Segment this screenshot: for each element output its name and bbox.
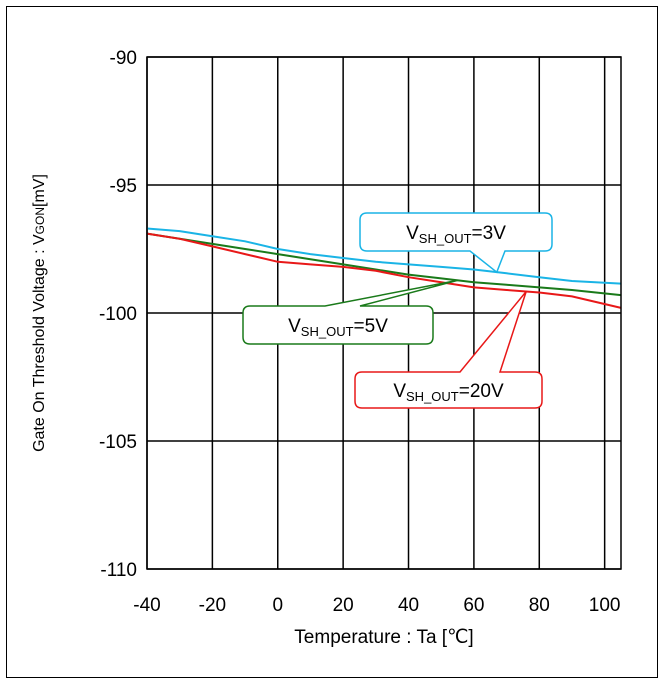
x-tick-label: 40 (398, 595, 419, 616)
series-label-sub: SH_OUT (301, 324, 354, 339)
x-tick-label: -20 (199, 595, 226, 616)
series-label-rest: =3V (472, 223, 507, 244)
y-tick-labels: -90 -95 -100 -105 -110 (99, 48, 137, 581)
y-axis-label-main: Gate On Threshold Voltage : V (31, 234, 48, 452)
x-tick-label: 100 (589, 595, 621, 616)
x-tick-label: 80 (529, 595, 550, 616)
series-label-v: V (393, 381, 406, 402)
series-label-0: VSH_OUT=3V (406, 223, 506, 246)
y-tick-label: -105 (99, 432, 137, 453)
series-label-2: VSH_OUT=20V (393, 381, 504, 404)
y-tick-label: -110 (100, 560, 137, 581)
y-axis-label-unit: [mV] (31, 174, 48, 207)
series-line-1 (146, 232, 622, 297)
y-tick-label: -90 (110, 48, 137, 69)
x-tick-label: 0 (272, 595, 283, 616)
callout-box-0 (359, 212, 553, 274)
x-axis-label: Temperature : Ta [℃] (294, 627, 473, 648)
y-tick-label: -95 (110, 176, 137, 197)
series-line-2 (146, 232, 622, 309)
series-label-v: V (406, 223, 419, 244)
callout-box-2 (354, 291, 543, 409)
series-group (146, 227, 622, 309)
x-tick-label: -40 (133, 595, 160, 616)
chart-frame (6, 6, 658, 678)
y-tick-label: -100 (99, 304, 137, 325)
series-label-v: V (288, 316, 301, 337)
x-tick-label: 60 (463, 595, 484, 616)
series-label-sub: SH_OUT (419, 231, 472, 246)
series-label-rest: =5V (354, 316, 389, 337)
series-label-sub: SH_OUT (406, 389, 459, 404)
y-axis-label: Gate On Threshold Voltage : VGON[mV] (31, 174, 48, 452)
y-axis-label-sub: GON (33, 207, 47, 234)
series-line-0 (146, 227, 622, 285)
series-label-rest: =20V (459, 381, 504, 402)
series-label-1: VSH_OUT=5V (288, 316, 388, 339)
x-tick-labels: -40 -20 0 20 40 60 80 100 (133, 595, 620, 616)
plot-border (146, 56, 622, 570)
callout-box-1 (242, 279, 458, 345)
x-tick-label: 20 (333, 595, 354, 616)
